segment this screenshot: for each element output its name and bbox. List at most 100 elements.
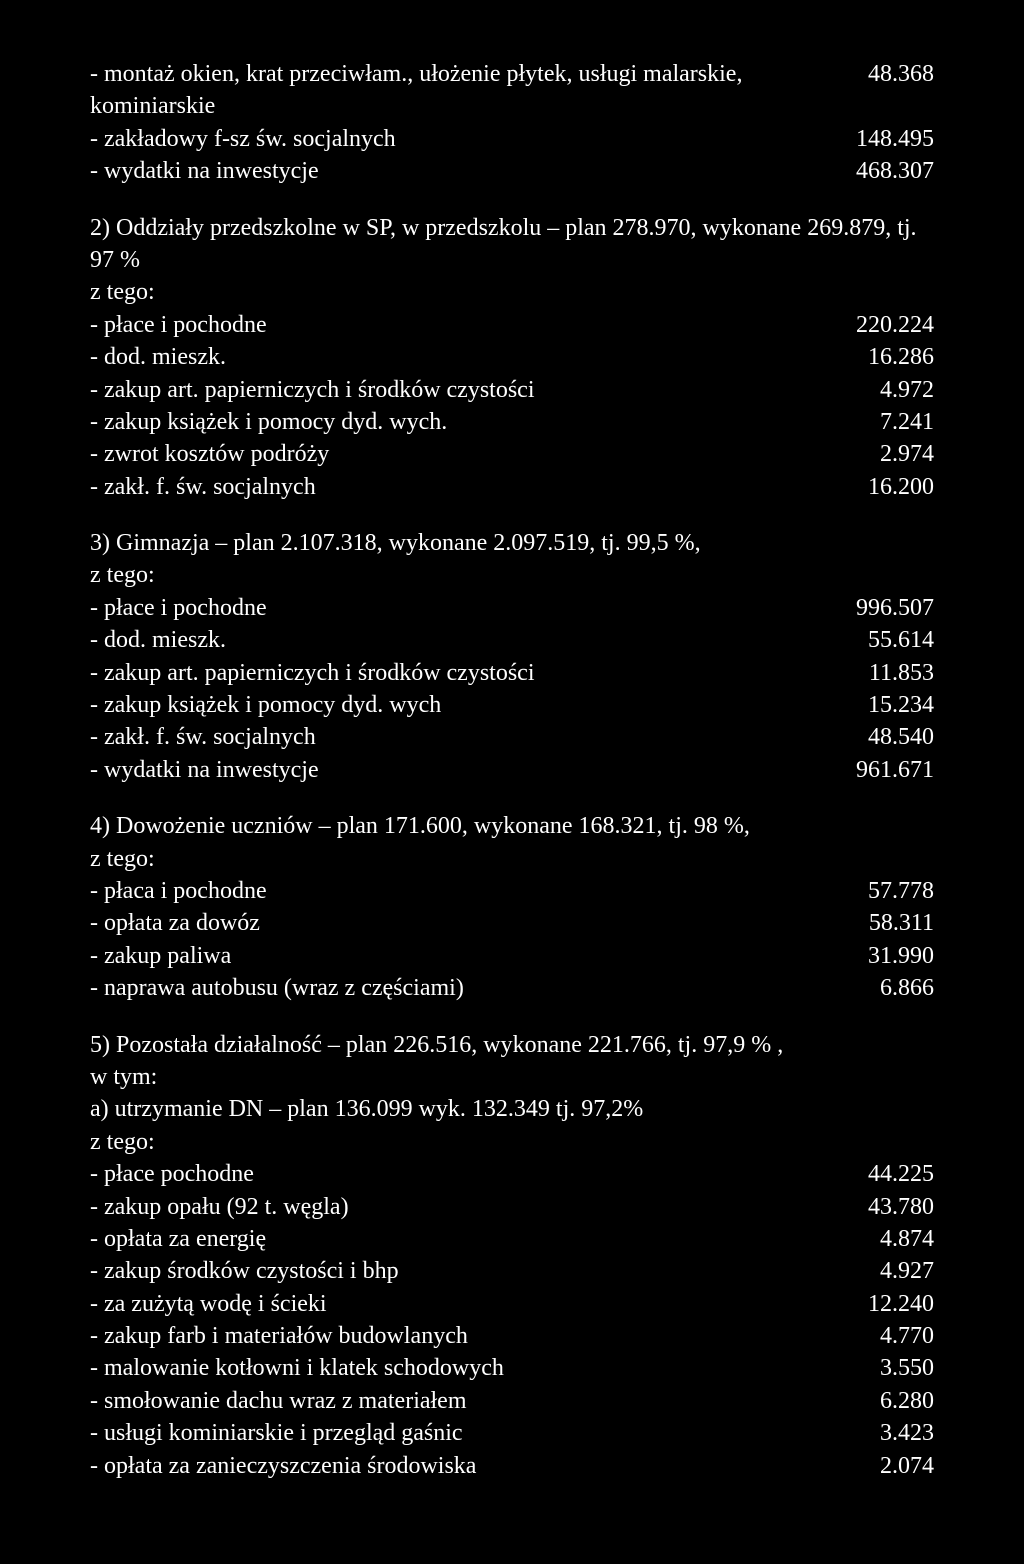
item-value: 6.280: [794, 1385, 934, 1417]
item-value: 58.311: [794, 907, 934, 939]
item-label: - zakładowy f-sz św. socjalnych: [90, 123, 794, 155]
item-value: 4.927: [794, 1255, 934, 1287]
item-label: - zwrot kosztów podróży: [90, 438, 794, 470]
item-label: - malowanie kotłowni i klatek schodowych: [90, 1352, 794, 1384]
item-value: 220.224: [794, 309, 934, 341]
section-heading: 2) Oddziały przedszkolne w SP, w przedsz…: [90, 212, 934, 277]
item-label: - płace i pochodne: [90, 309, 794, 341]
wtym-label: w tym:: [90, 1061, 934, 1093]
line-item: - płace pochodne 44.225: [90, 1158, 934, 1190]
line-item: - płace i pochodne 220.224: [90, 309, 934, 341]
item-value: 31.990: [794, 940, 934, 972]
line-item: - zakł. f. św. socjalnych 48.540: [90, 721, 934, 753]
item-value: 4.972: [794, 374, 934, 406]
line-item: - montaż okien, krat przeciwłam., ułożen…: [90, 58, 934, 123]
item-value: 2.074: [794, 1450, 934, 1482]
item-label: - opłata za dowóz: [90, 907, 794, 939]
item-label: - naprawa autobusu (wraz z częściami): [90, 972, 794, 1004]
item-label: - wydatki na inwestycje: [90, 155, 794, 187]
item-value: 55.614: [794, 624, 934, 656]
section-heading: 4) Dowożenie uczniów – plan 171.600, wyk…: [90, 810, 934, 842]
item-value: 57.778: [794, 875, 934, 907]
line-item: - smołowanie dachu wraz z materiałem 6.2…: [90, 1385, 934, 1417]
item-label: - opłata za energię: [90, 1223, 794, 1255]
line-item: - płace i pochodne 996.507: [90, 592, 934, 624]
item-label: - opłata za zanieczyszczenia środowiska: [90, 1450, 794, 1482]
item-label: - za zużytą wodę i ścieki: [90, 1288, 794, 1320]
item-value: 468.307: [794, 155, 934, 187]
section-1: - montaż okien, krat przeciwłam., ułożen…: [90, 58, 934, 188]
item-value: 12.240: [794, 1288, 934, 1320]
item-label: - zakup art. papierniczych i środków czy…: [90, 374, 794, 406]
item-label: - dod. mieszk.: [90, 624, 794, 656]
line-item: - zakładowy f-sz św. socjalnych 148.495: [90, 123, 934, 155]
line-item: - opłata za energię 4.874: [90, 1223, 934, 1255]
line-item: - zakup środków czystości i bhp 4.927: [90, 1255, 934, 1287]
item-value: 44.225: [794, 1158, 934, 1190]
line-item: - opłata za zanieczyszczenia środowiska …: [90, 1450, 934, 1482]
item-value: 996.507: [794, 592, 934, 624]
item-label: - płace i pochodne: [90, 592, 794, 624]
line-item: - zakł. f. św. socjalnych 16.200: [90, 471, 934, 503]
item-value: 148.495: [794, 123, 934, 155]
line-item: - malowanie kotłowni i klatek schodowych…: [90, 1352, 934, 1384]
item-value: 7.241: [794, 406, 934, 438]
line-item: - wydatki na inwestycje 468.307: [90, 155, 934, 187]
item-value: 16.200: [794, 471, 934, 503]
section-heading: 3) Gimnazja – plan 2.107.318, wykonane 2…: [90, 527, 934, 559]
line-item: - płaca i pochodne 57.778: [90, 875, 934, 907]
item-label: - płaca i pochodne: [90, 875, 794, 907]
ztego-label: z tego:: [90, 1126, 934, 1158]
line-item: - zakup książek i pomocy dyd. wych. 7.24…: [90, 406, 934, 438]
item-label: - zakł. f. św. socjalnych: [90, 471, 794, 503]
section-4: 4) Dowożenie uczniów – plan 171.600, wyk…: [90, 810, 934, 1004]
item-value: 15.234: [794, 689, 934, 721]
item-label: - płace pochodne: [90, 1158, 794, 1190]
item-value: 6.866: [794, 972, 934, 1004]
item-value: 3.550: [794, 1352, 934, 1384]
line-item: - naprawa autobusu (wraz z częściami) 6.…: [90, 972, 934, 1004]
line-item: - za zużytą wodę i ścieki 12.240: [90, 1288, 934, 1320]
ztego-label: z tego:: [90, 843, 934, 875]
ztego-label: z tego:: [90, 276, 934, 308]
item-value: 48.368: [794, 58, 934, 90]
line-item: - zakup opału (92 t. węgla) 43.780: [90, 1191, 934, 1223]
item-label: - zakup książek i pomocy dyd. wych.: [90, 406, 794, 438]
item-label: - zakup opału (92 t. węgla): [90, 1191, 794, 1223]
section-3: 3) Gimnazja – plan 2.107.318, wykonane 2…: [90, 527, 934, 786]
item-value: 4.874: [794, 1223, 934, 1255]
line-item: - wydatki na inwestycje 961.671: [90, 754, 934, 786]
item-value: 3.423: [794, 1417, 934, 1449]
item-value: 961.671: [794, 754, 934, 786]
item-value: 2.974: [794, 438, 934, 470]
line-item: - zakup książek i pomocy dyd. wych 15.23…: [90, 689, 934, 721]
section-2: 2) Oddziały przedszkolne w SP, w przedsz…: [90, 212, 934, 504]
item-label: - smołowanie dachu wraz z materiałem: [90, 1385, 794, 1417]
item-value: 11.853: [794, 657, 934, 689]
document-page: - montaż okien, krat przeciwłam., ułożen…: [0, 0, 1024, 1564]
item-value: 43.780: [794, 1191, 934, 1223]
item-label: - wydatki na inwestycje: [90, 754, 794, 786]
line-item: - zakup art. papierniczych i środków czy…: [90, 657, 934, 689]
line-item: - usługi kominiarskie i przegląd gaśnic …: [90, 1417, 934, 1449]
line-item: - zakup art. papierniczych i środków czy…: [90, 374, 934, 406]
item-label: - montaż okien, krat przeciwłam., ułożen…: [90, 58, 794, 123]
item-label: - zakup farb i materiałów budowlanych: [90, 1320, 794, 1352]
item-label: - dod. mieszk.: [90, 341, 794, 373]
item-label: - zakup paliwa: [90, 940, 794, 972]
line-item: - dod. mieszk. 55.614: [90, 624, 934, 656]
section-subheading: a) utrzymanie DN – plan 136.099 wyk. 132…: [90, 1093, 934, 1125]
item-label: - zakup książek i pomocy dyd. wych: [90, 689, 794, 721]
line-item: - dod. mieszk. 16.286: [90, 341, 934, 373]
item-label: - zakup środków czystości i bhp: [90, 1255, 794, 1287]
line-item: - zakup farb i materiałów budowlanych 4.…: [90, 1320, 934, 1352]
line-item: - opłata za dowóz 58.311: [90, 907, 934, 939]
section-heading: 5) Pozostała działalność – plan 226.516,…: [90, 1029, 934, 1061]
item-value: 16.286: [794, 341, 934, 373]
item-label: - zakup art. papierniczych i środków czy…: [90, 657, 794, 689]
item-label: - usługi kominiarskie i przegląd gaśnic: [90, 1417, 794, 1449]
ztego-label: z tego:: [90, 559, 934, 591]
line-item: - zwrot kosztów podróży 2.974: [90, 438, 934, 470]
item-label: - zakł. f. św. socjalnych: [90, 721, 794, 753]
section-5: 5) Pozostała działalność – plan 226.516,…: [90, 1029, 934, 1482]
